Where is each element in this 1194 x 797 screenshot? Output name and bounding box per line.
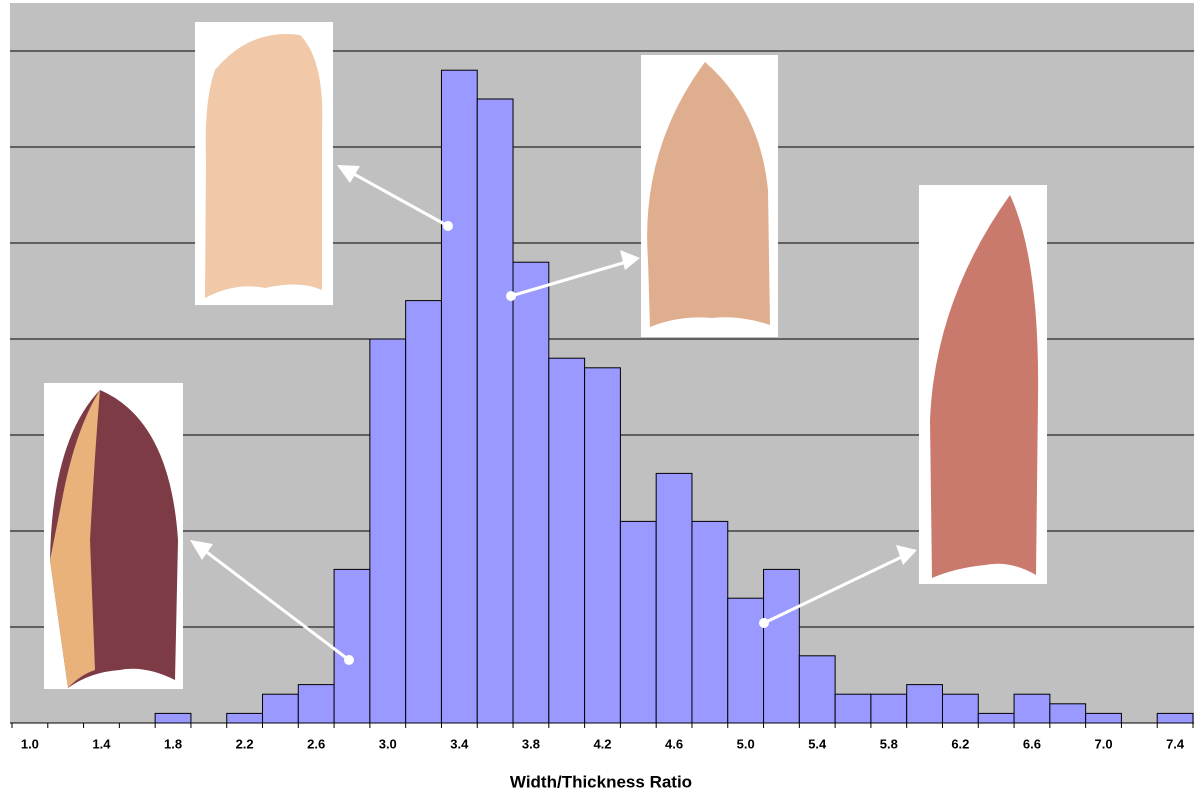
bar [620, 521, 656, 723]
x-tick-label: 3.4 [450, 736, 469, 751]
bar [441, 70, 477, 723]
bar [764, 569, 800, 723]
bar [334, 569, 370, 723]
arrow-dot [344, 655, 354, 665]
x-tick-label: 4.2 [593, 736, 611, 751]
bar [1014, 694, 1050, 723]
bar [692, 521, 728, 723]
bar [728, 598, 764, 723]
bar [835, 694, 871, 723]
bar [907, 685, 943, 723]
bar [1050, 704, 1086, 723]
x-tick-label: 3.0 [379, 736, 397, 751]
bar [298, 685, 334, 723]
x-tick-label: 1.0 [21, 736, 39, 751]
bar [155, 713, 191, 723]
x-tick-label: 5.8 [880, 736, 898, 751]
bar [477, 99, 513, 723]
x-tick-label: 7.4 [1166, 736, 1185, 751]
x-tick-label: 5.0 [737, 736, 755, 751]
bar [942, 694, 978, 723]
x-tick-label: 2.6 [307, 736, 325, 751]
x-tick-label: 4.6 [665, 736, 683, 751]
x-tick-label: 1.4 [92, 736, 111, 751]
bar [370, 339, 406, 723]
arrow-dot [759, 618, 769, 628]
x-tick-label: 5.4 [808, 736, 827, 751]
point-photo [205, 34, 322, 298]
bar [978, 713, 1014, 723]
bar [263, 694, 299, 723]
x-tick-label: 2.2 [236, 736, 254, 751]
bar [549, 358, 585, 723]
arrow-dot [443, 221, 453, 231]
x-tick-label: 1.8 [164, 736, 182, 751]
bar [406, 301, 442, 723]
x-tick-label: 3.8 [522, 736, 540, 751]
x-tick-label: 6.6 [1023, 736, 1041, 751]
bar [1157, 713, 1193, 723]
bar [1086, 713, 1122, 723]
x-tick-label: 6.2 [951, 736, 969, 751]
bar [585, 368, 621, 723]
x-tick-label: 7.0 [1094, 736, 1112, 751]
bar [227, 713, 263, 723]
chart: 1.0 1.4 1.8 2.2 2.6 3.0 3.4 3.8 4.2 4.6 5.0 5.4 5.8 6… [0, 0, 1194, 797]
bar [513, 262, 549, 723]
x-axis-label: Width/Thickness Ratio [510, 772, 692, 791]
bar [799, 656, 835, 723]
arrow-dot [506, 291, 516, 301]
bar [871, 694, 907, 723]
page: 1.0 1.4 1.8 2.2 2.6 3.0 3.4 3.8 4.2 4.6 5.0 5.4 5.8 6… [0, 0, 1194, 797]
bar [656, 473, 692, 723]
